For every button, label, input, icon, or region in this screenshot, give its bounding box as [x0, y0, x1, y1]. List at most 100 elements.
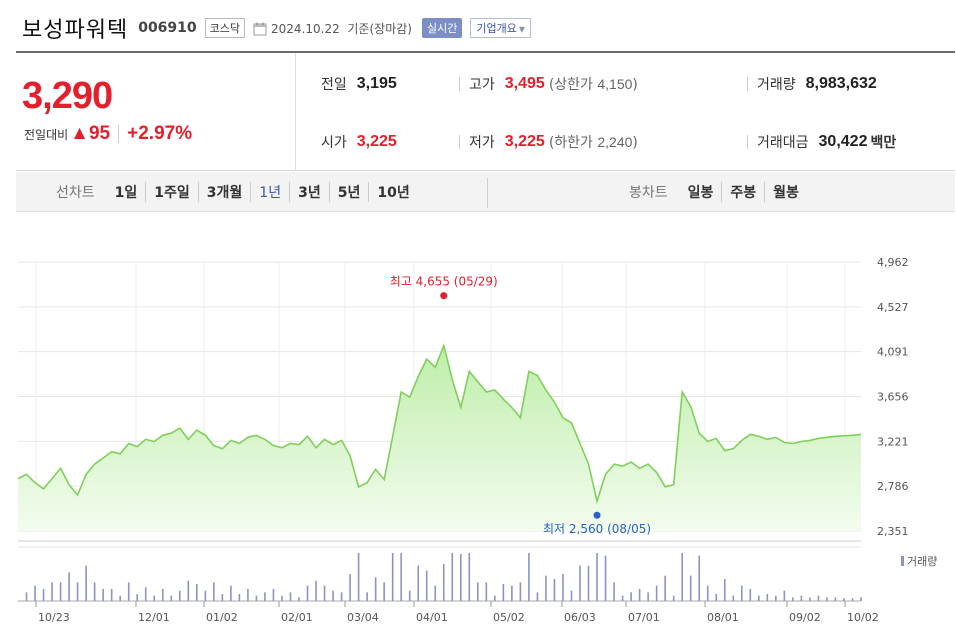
- price-area-fill: [18, 345, 861, 531]
- volume-bar: [528, 553, 530, 601]
- price-chart[interactable]: 4,962 4,527 4,091 3,656 3,221 2,786 2,351 10/23…: [16, 245, 956, 634]
- base-date: 2024.10.22 기준(장마감): [271, 21, 412, 36]
- volume-bar: [511, 585, 513, 601]
- volume-bar: [102, 589, 104, 601]
- volume-bar: [689, 575, 692, 601]
- y-tick-label: 4,962: [877, 256, 909, 269]
- volume-bar: [851, 598, 854, 601]
- volume-bar: [391, 553, 394, 601]
- volume-bar: [213, 582, 215, 601]
- volume-bar: [383, 582, 385, 601]
- x-tick-label: 05/02: [493, 611, 525, 624]
- y-tick-label: 3,656: [877, 391, 909, 404]
- volume-bar: [204, 590, 207, 601]
- open-value: 3,225: [356, 133, 397, 150]
- line-chart-tabs: 선차트 1일 1주일 3개월 1년 3년 5년 10년: [56, 172, 418, 212]
- volume-bar: [655, 585, 658, 601]
- divider: [459, 77, 460, 91]
- volume-bar: [68, 572, 70, 601]
- volume-bar: [170, 595, 173, 601]
- volume-bar: [59, 582, 62, 601]
- volume-bar: [502, 584, 505, 601]
- volume-bar: [76, 582, 79, 601]
- y-tick-label: 4,527: [877, 301, 909, 314]
- volume-bar: [451, 553, 454, 601]
- change-label: 전일대비: [24, 127, 69, 142]
- volume-bar: [315, 580, 317, 601]
- volume-bar: [792, 597, 794, 601]
- volume-bar: [494, 595, 496, 601]
- tab-10year[interactable]: 10년: [368, 182, 417, 202]
- volume-bar: [340, 592, 343, 601]
- low-label: 최저 2,560 (08/05): [543, 522, 651, 536]
- tab-1day[interactable]: 1일: [114, 185, 138, 201]
- volume-bar: [221, 594, 224, 601]
- stock-code: 006910: [138, 20, 197, 36]
- volume-bar: [110, 589, 113, 601]
- volume-legend-swatch: [901, 556, 904, 566]
- volume-bar: [587, 565, 590, 601]
- x-tick-label: 12/01: [138, 611, 170, 624]
- volume-bar: [477, 582, 479, 601]
- x-tick-label: 09/02: [789, 611, 821, 624]
- volume-bar: [51, 582, 53, 601]
- company-overview-dropdown[interactable]: 기업개요 ▼: [470, 18, 531, 38]
- volume-bar: [630, 592, 632, 601]
- amount-label: 거래대금: [757, 135, 809, 151]
- volume-bar: [230, 585, 232, 601]
- volume-cell: 거래량 8,983,632: [757, 55, 877, 113]
- quote-panel: 3,290 전일대비 ▲95 +2.97% 전일 3,195 시가 3,225 …: [16, 51, 955, 171]
- tab-3month[interactable]: 3개월: [197, 182, 251, 202]
- volume-bar: [187, 580, 190, 601]
- volume-bar: [434, 585, 437, 601]
- volume-bar: [289, 592, 292, 601]
- low-cell: 저가 3,225 (하한가 2,240): [469, 113, 638, 171]
- volume-bar: [144, 587, 147, 601]
- volume-bar: [153, 595, 156, 601]
- volume-bar: [749, 589, 752, 601]
- divider: [459, 135, 460, 149]
- volume-bar: [706, 585, 709, 601]
- volume-bar: [519, 582, 522, 601]
- volume-bar: [834, 597, 837, 601]
- volume-bar: [485, 582, 488, 601]
- volume-bar: [545, 575, 547, 601]
- x-tick-label: 02/01: [281, 611, 313, 624]
- volume-bar: [579, 565, 581, 601]
- y-tick-label: 3,221: [877, 435, 909, 448]
- volume-bar: [783, 590, 786, 601]
- open-cell: 시가 3,225: [321, 113, 397, 171]
- chevron-down-icon: ▼: [518, 25, 525, 34]
- volume-bar: [255, 595, 258, 601]
- volume-bar: [442, 564, 445, 601]
- volume-bar: [374, 577, 377, 601]
- volume-bar: [826, 597, 828, 601]
- volume-bar: [740, 585, 743, 601]
- volume-bar: [775, 595, 777, 601]
- volume-bar: [85, 565, 87, 601]
- change-percent: +2.97%: [127, 123, 193, 144]
- volume-bar: [596, 553, 598, 601]
- realtime-button[interactable]: 실시간: [421, 18, 463, 38]
- tab-1year[interactable]: 1년: [250, 182, 289, 202]
- tab-daily[interactable]: 일봉: [687, 185, 714, 201]
- tab-monthly[interactable]: 월봉: [764, 182, 807, 202]
- volume-bar: [766, 594, 769, 601]
- open-label: 시가: [321, 135, 347, 151]
- amount-unit: 백만: [870, 135, 897, 151]
- amount-value: 30,422: [818, 133, 868, 150]
- x-tick-label: 07/01: [628, 611, 660, 624]
- tab-1week[interactable]: 1주일: [145, 182, 198, 202]
- market-badge: 코스닥: [204, 18, 246, 38]
- company-name: 보성파워텍: [22, 18, 129, 43]
- volume-bar: [621, 595, 624, 601]
- tab-weekly[interactable]: 주봉: [721, 182, 764, 202]
- volume-bar: [178, 590, 181, 601]
- volume-bar: [281, 595, 283, 601]
- tab-5year[interactable]: 5년: [328, 182, 369, 202]
- volume-bar: [272, 589, 275, 601]
- volume-bar: [715, 594, 718, 601]
- volume-bar: [42, 589, 45, 601]
- tab-3year[interactable]: 3년: [289, 182, 329, 202]
- volume-bar: [672, 595, 675, 601]
